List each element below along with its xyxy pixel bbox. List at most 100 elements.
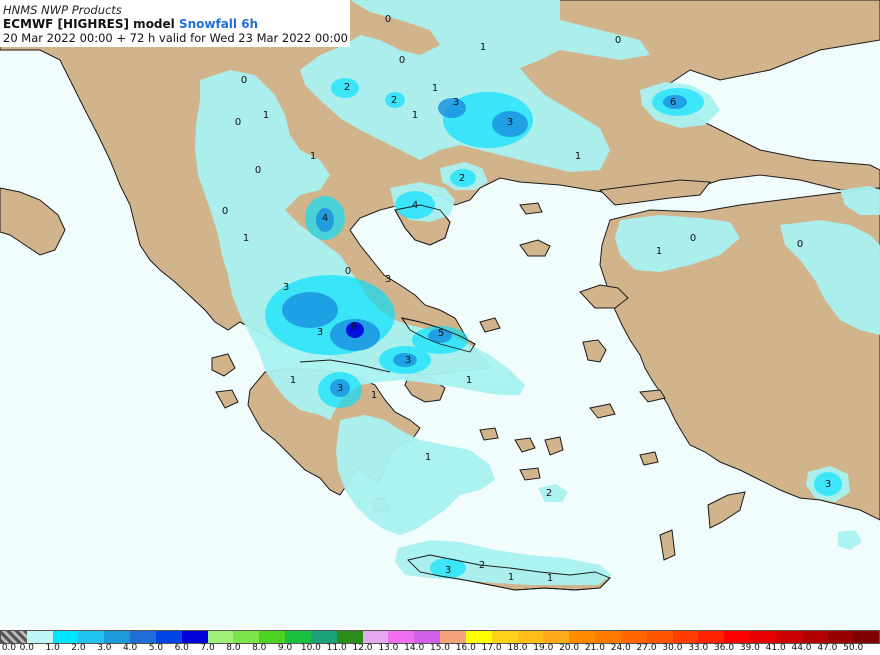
coast-gulf-corinth xyxy=(299,359,391,373)
coast-evia xyxy=(401,317,476,353)
legend-tick-label: 7.0 xyxy=(200,643,215,653)
contour-value-label: 3 xyxy=(405,355,411,366)
legend-swatch xyxy=(517,631,544,643)
land-skyros xyxy=(479,317,501,333)
legend-swatch xyxy=(569,631,596,643)
legend-swatch xyxy=(543,631,570,643)
legend-swatch xyxy=(336,631,363,643)
contour-value-label: 1 xyxy=(412,110,418,121)
legend-swatch xyxy=(801,631,828,643)
snow-heavy-2 xyxy=(492,111,528,137)
snow-core-3 xyxy=(385,92,405,108)
legend-swatch xyxy=(259,631,286,643)
legend-tick-label: 19.0 xyxy=(533,643,554,653)
legend-tick-label: 3.0 xyxy=(97,643,112,653)
contour-value-label: 1 xyxy=(310,151,316,162)
contour-value-label: 3 xyxy=(317,327,323,338)
land-cyclades-6 xyxy=(639,451,659,466)
contour-value-label: 0 xyxy=(241,75,247,86)
contour-value-label: 2 xyxy=(546,488,552,499)
snow-zone-anatolia xyxy=(615,215,740,272)
contour-value-label: 2 xyxy=(344,82,350,93)
legend-tick-label: 9.0 xyxy=(277,643,293,653)
snow-zone-peloponnese xyxy=(336,415,495,535)
snow-zone-karpathos xyxy=(838,530,862,550)
legend-tick-label: 5.0 xyxy=(148,643,164,653)
legend-tick-label: 10.0 xyxy=(300,643,321,653)
snow-heavy-7 xyxy=(428,329,452,343)
model-name: ECMWF [HIGHRES] model xyxy=(3,17,175,31)
legend-tick-label: 4.0 xyxy=(122,643,138,653)
snow-zone-anatolia-east xyxy=(780,220,880,335)
snowfall-extreme-cores xyxy=(346,322,364,338)
contour-value-label: 1 xyxy=(575,151,581,162)
contour-value-label: 6 xyxy=(351,321,357,332)
contour-value-label: 0 xyxy=(222,206,228,217)
contour-value-label: 4 xyxy=(322,213,328,224)
contour-value-label: 1 xyxy=(508,572,514,583)
contour-value-label: 0 xyxy=(690,233,696,244)
snow-heavy-4 xyxy=(316,208,334,232)
contour-value-label: 0 xyxy=(797,239,803,250)
legend-swatch xyxy=(620,631,647,643)
legend-tick-label: 13.0 xyxy=(378,643,399,653)
contour-value-label: 0 xyxy=(255,165,261,176)
snowfall-shading xyxy=(195,0,880,585)
coast-crete xyxy=(407,554,611,591)
legend-tick-label: 20.0 xyxy=(559,643,580,653)
land-gallipoli xyxy=(598,179,711,206)
contour-value-label: 2 xyxy=(391,95,397,106)
land-cyclades-3 xyxy=(519,467,541,481)
legend-tick-label: 8.0 xyxy=(252,643,267,653)
land-samos xyxy=(639,389,666,403)
land-cyclades-1 xyxy=(514,437,536,453)
legend-swatch xyxy=(698,631,725,643)
legend-swatch xyxy=(1,631,27,643)
legend-tick-label: 50.0 xyxy=(843,643,864,653)
contour-value-label: 0 xyxy=(345,266,351,277)
contour-value-label: 0 xyxy=(235,117,241,128)
legend-swatch xyxy=(52,631,79,643)
legend-tick-label: 27.0 xyxy=(636,643,657,653)
legend-swatch xyxy=(78,631,105,643)
legend-color-bar xyxy=(0,630,880,644)
legend-swatch xyxy=(26,631,53,643)
legend-tick-label: 11.0 xyxy=(326,643,347,653)
land-zakynthos xyxy=(215,389,239,409)
contour-value-label: 0 xyxy=(615,35,621,46)
legend-swatch xyxy=(310,631,337,643)
legend-tick-label: 47.0 xyxy=(817,643,838,653)
legend-tick-label: 14.0 xyxy=(404,643,425,653)
legend-tick-label: 0.0 xyxy=(19,643,34,653)
contour-value-label: 0 xyxy=(399,55,405,66)
land-karpathos xyxy=(659,529,676,561)
legend-tick-label: 21.0 xyxy=(584,643,605,653)
legend-swatch xyxy=(750,631,776,643)
coastline-overlay xyxy=(299,204,611,591)
snow-core-2 xyxy=(450,169,476,187)
snow-zone-dodecanese xyxy=(538,484,568,502)
legend-tick-label: 12.0 xyxy=(352,643,373,653)
legend-swatch xyxy=(440,631,466,643)
legend-swatch xyxy=(388,631,415,643)
legend-tick-label: 18.0 xyxy=(507,643,528,653)
legend-tick-label: 15.0 xyxy=(429,643,451,653)
snow-core-1 xyxy=(331,78,359,98)
legend-swatch xyxy=(465,631,492,643)
legend-swatch xyxy=(775,631,802,643)
land-chios xyxy=(582,339,607,363)
contour-value-label: 3 xyxy=(507,117,513,128)
snow-core-6 xyxy=(395,191,435,219)
legend-swatch xyxy=(362,631,389,643)
legend-tick-label: 36.0 xyxy=(714,643,735,653)
legend-swatch xyxy=(853,631,880,643)
land-thasos xyxy=(519,202,543,215)
legend-swatch xyxy=(414,631,441,643)
contour-value-label: 1 xyxy=(371,390,377,401)
land-kefalonia xyxy=(211,353,236,377)
legend-tick-label: 2.0 xyxy=(71,643,86,653)
land-lesvos xyxy=(579,284,629,309)
legend-swatch xyxy=(181,631,208,643)
snowfall-heavy-cores xyxy=(282,95,687,397)
legend-swatch xyxy=(155,631,182,643)
